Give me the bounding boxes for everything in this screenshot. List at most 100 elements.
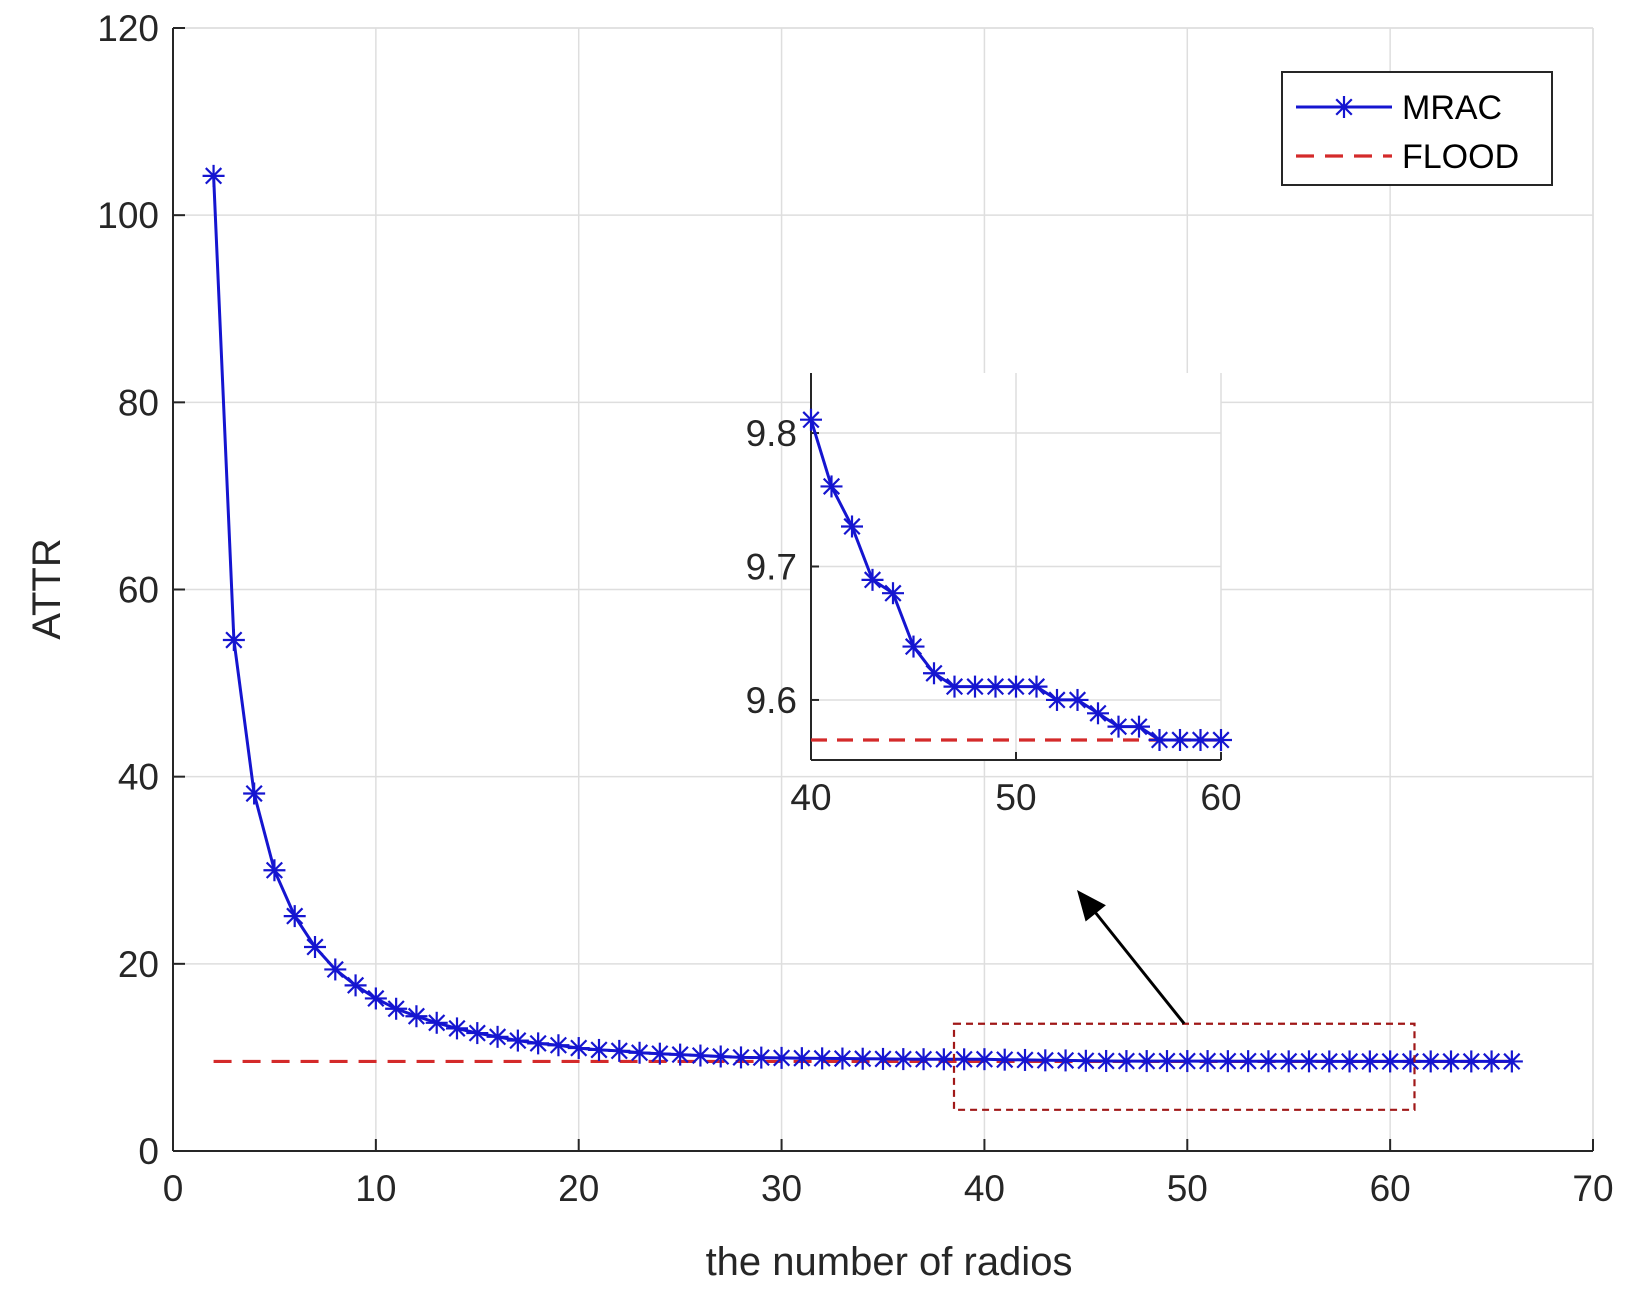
mrac-point bbox=[344, 974, 367, 997]
mrac-point bbox=[1399, 1050, 1422, 1073]
x-tick-label: 0 bbox=[163, 1168, 184, 1209]
inset-mrac-point bbox=[1128, 715, 1150, 738]
mrac-point bbox=[892, 1048, 915, 1071]
mrac-point bbox=[1257, 1050, 1280, 1073]
y-tick-label: 120 bbox=[97, 8, 159, 49]
mrac-point bbox=[1216, 1050, 1239, 1073]
mrac-point bbox=[648, 1042, 671, 1065]
mrac-point bbox=[283, 905, 306, 928]
y-tick-label: 80 bbox=[118, 382, 159, 423]
mrac-point bbox=[750, 1046, 773, 1069]
mrac-point bbox=[506, 1029, 529, 1052]
x-tick-label: 30 bbox=[761, 1168, 802, 1209]
mrac-point bbox=[1034, 1049, 1057, 1072]
mrac-point bbox=[851, 1047, 874, 1070]
inset-x-tick-label: 60 bbox=[1200, 777, 1241, 818]
inset-mrac-point bbox=[1107, 715, 1130, 738]
mrac-point bbox=[811, 1047, 834, 1070]
x-tick-label: 50 bbox=[1167, 1168, 1208, 1209]
mrac-point bbox=[1014, 1048, 1036, 1071]
inset-mrac-point bbox=[1025, 675, 1048, 698]
inset-mrac-point bbox=[841, 515, 863, 538]
mrac-point bbox=[567, 1037, 590, 1060]
legend-mrac-marker bbox=[1333, 96, 1355, 118]
legend-layer: MRAC FLOOD bbox=[1281, 71, 1553, 186]
mrac-point bbox=[1074, 1049, 1097, 1072]
mrac-point bbox=[993, 1048, 1016, 1071]
mrac-point bbox=[588, 1038, 610, 1061]
mrac-point bbox=[1318, 1050, 1341, 1073]
legend-flood-label: FLOOD bbox=[1402, 138, 1519, 176]
label-layer: the number of radios ATTR bbox=[25, 538, 1072, 1284]
mrac-point bbox=[1298, 1050, 1320, 1073]
x-tick-label: 60 bbox=[1370, 1168, 1411, 1209]
inset-mrac-point bbox=[1148, 728, 1171, 751]
x-tick-label: 10 bbox=[355, 1168, 396, 1209]
mrac-point bbox=[304, 935, 326, 958]
annotation-layer bbox=[952, 890, 1416, 1111]
mrac-point bbox=[932, 1048, 955, 1071]
mrac-point bbox=[1277, 1050, 1300, 1073]
mrac-point bbox=[486, 1025, 509, 1048]
mrac-point bbox=[222, 629, 245, 652]
x-tick-label: 40 bbox=[964, 1168, 1005, 1209]
inset-mrac-point bbox=[1046, 688, 1068, 711]
mrac-point bbox=[527, 1032, 550, 1055]
inset-x-tick-label: 50 bbox=[995, 777, 1036, 818]
mrac-point bbox=[628, 1041, 651, 1064]
series-layer bbox=[202, 164, 1523, 1073]
mrac-point bbox=[243, 782, 266, 805]
mrac-point bbox=[1237, 1050, 1260, 1073]
mrac-point bbox=[1480, 1050, 1503, 1073]
mrac-point bbox=[709, 1045, 732, 1068]
mrac-point bbox=[1419, 1050, 1442, 1073]
y-tick-label: 100 bbox=[97, 195, 159, 236]
mrac-point bbox=[608, 1039, 631, 1062]
mrac-point bbox=[1500, 1050, 1523, 1073]
mrac-point bbox=[547, 1034, 570, 1057]
legend-mrac-label: MRAC bbox=[1402, 89, 1502, 127]
inset-mrac-point bbox=[943, 675, 966, 698]
mrac-point bbox=[1135, 1050, 1158, 1073]
inset-mrac-point bbox=[1087, 702, 1109, 725]
mrac-point bbox=[202, 164, 225, 187]
mrac-point bbox=[1054, 1049, 1077, 1072]
inset-mrac-point bbox=[882, 582, 904, 605]
zoom-arrow-head bbox=[1077, 890, 1106, 922]
mrac-point bbox=[730, 1046, 752, 1069]
inset-mrac-point bbox=[1169, 728, 1191, 751]
mrac-point bbox=[1358, 1050, 1381, 1073]
inset-mrac-point bbox=[964, 675, 986, 698]
y-tick-label: 60 bbox=[118, 570, 159, 611]
mrac-point bbox=[324, 958, 347, 981]
mrac-point bbox=[669, 1043, 692, 1066]
zoom-arrow-shaft bbox=[1085, 901, 1186, 1025]
inset-mrac-point bbox=[1066, 688, 1089, 711]
y-tick-label: 40 bbox=[118, 757, 159, 798]
inset-mrac-point bbox=[1189, 728, 1212, 751]
inset-mrac-point bbox=[861, 568, 884, 591]
inset-mrac-point bbox=[984, 675, 1007, 698]
mrac-point bbox=[1115, 1050, 1138, 1073]
mrac-point bbox=[1460, 1050, 1483, 1073]
inset-layer: 40 50 60 9.6 9.7 9.8 bbox=[746, 373, 1242, 818]
inset-mrac-point bbox=[1210, 728, 1232, 751]
mrac-point bbox=[1095, 1049, 1118, 1072]
mrac-point bbox=[973, 1048, 996, 1071]
mrac-point bbox=[770, 1046, 793, 1069]
mrac-point bbox=[466, 1022, 489, 1045]
mrac-point bbox=[953, 1048, 976, 1071]
mrac-point bbox=[872, 1047, 894, 1070]
inset-y-tick-label: 9.7 bbox=[746, 547, 797, 588]
mrac-point bbox=[385, 997, 408, 1020]
inset-mrac-point bbox=[923, 662, 945, 685]
inset-y-tick-label: 9.6 bbox=[746, 680, 797, 721]
inset-y-tick-label: 9.8 bbox=[746, 413, 797, 454]
mrac-point bbox=[1379, 1050, 1402, 1073]
x-tick-label: 70 bbox=[1572, 1168, 1613, 1209]
mrac-point bbox=[1176, 1050, 1199, 1073]
inset-mrac-point bbox=[902, 635, 925, 658]
y-axis-title: ATTR bbox=[25, 538, 69, 639]
